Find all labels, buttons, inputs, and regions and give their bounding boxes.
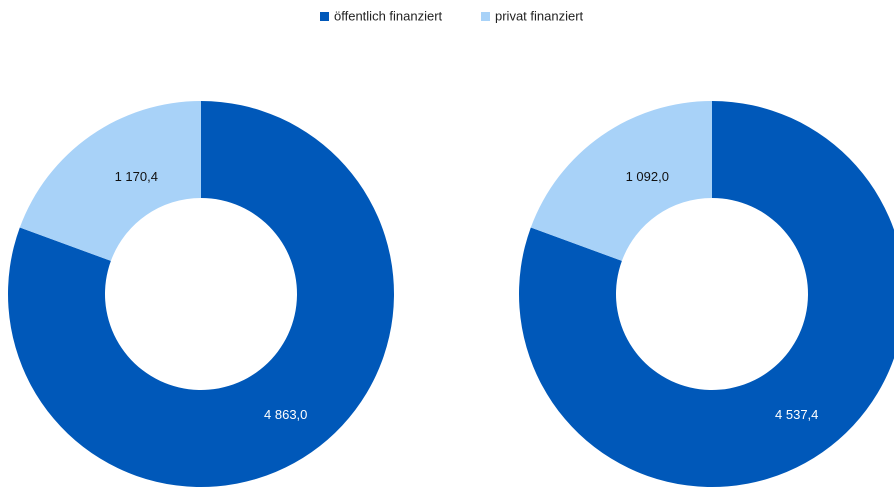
value-label: 1 092,0	[626, 169, 669, 184]
donut-slice	[530, 100, 712, 261]
donut-slice	[7, 101, 395, 487]
donut-slice	[19, 101, 201, 261]
value-label: 1 170,4	[115, 169, 158, 184]
donut-slice	[519, 101, 894, 487]
legend-swatch	[320, 12, 329, 21]
value-label: 4 537,4	[775, 407, 818, 422]
legend-swatch	[481, 12, 490, 21]
legend-label: öffentlich finanziert	[334, 8, 443, 23]
value-label: 4 863,0	[264, 407, 307, 422]
legend-label: privat finanziert	[495, 8, 584, 23]
